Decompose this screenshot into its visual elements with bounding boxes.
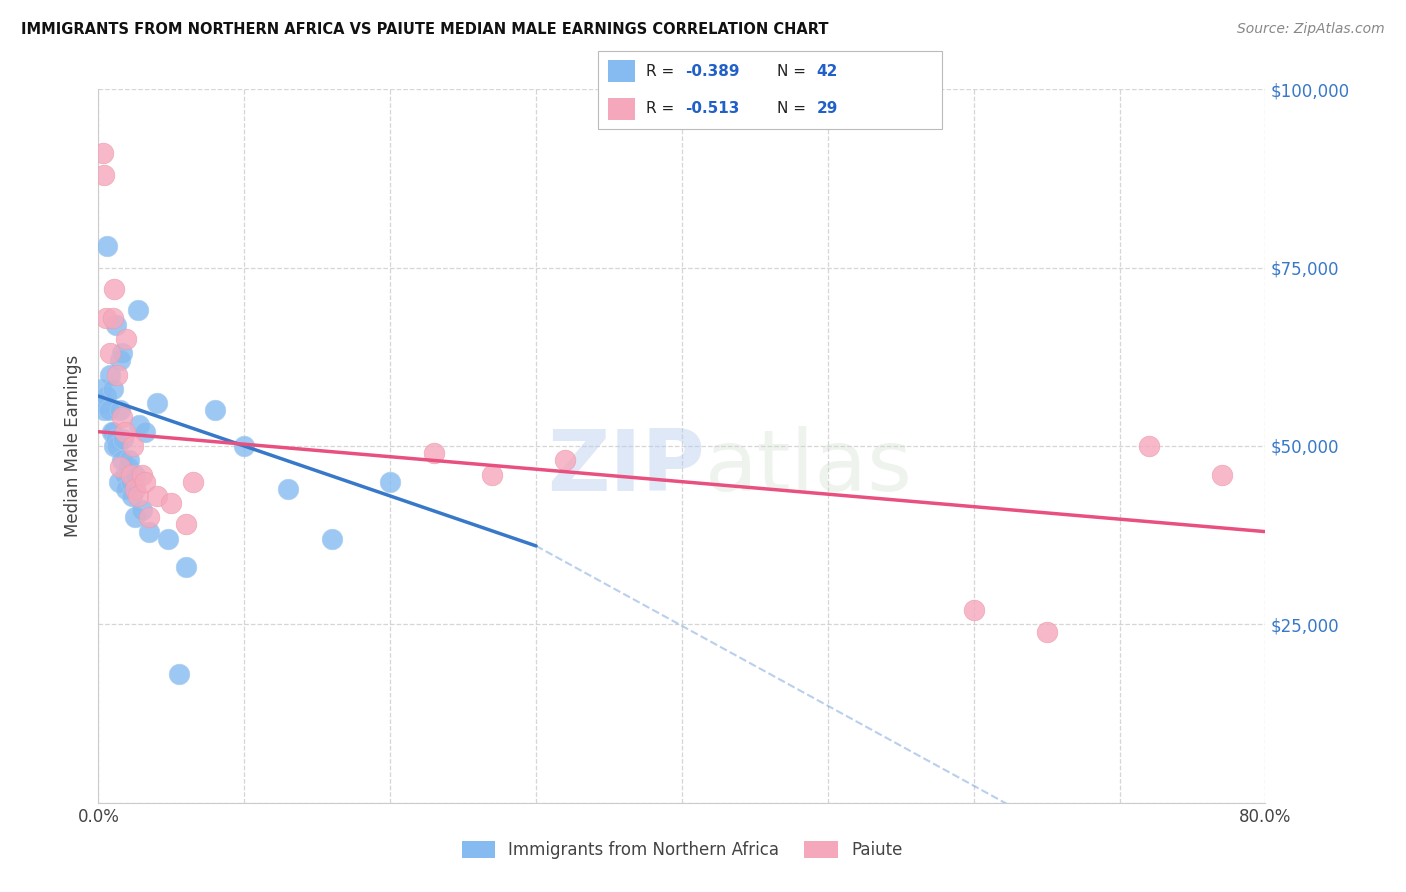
Point [124,482,146,496]
Point [233,439,256,453]
Point [101,425,124,439]
Point [1137,439,1160,453]
Point [97,403,120,417]
Point [90,382,112,396]
Point [157,532,180,546]
Point [93,168,115,182]
Point [1211,467,1233,482]
Text: -0.389: -0.389 [685,63,740,78]
Text: 29: 29 [817,102,838,117]
Point [380,475,402,489]
Y-axis label: Median Male Earnings: Median Male Earnings [65,355,83,537]
Point [111,410,134,425]
Point [481,467,503,482]
Text: 42: 42 [817,63,838,78]
Point [111,453,134,467]
Legend: Immigrants from Northern Africa, Paiute: Immigrants from Northern Africa, Paiute [456,834,908,866]
Point [94,389,117,403]
Point [96,239,118,253]
Point [124,510,146,524]
Point [103,282,125,296]
Text: atlas: atlas [706,425,914,509]
Point [112,432,135,446]
Point [131,467,153,482]
Point [134,475,156,489]
Point [174,517,197,532]
Point [111,346,134,360]
FancyBboxPatch shape [598,51,942,129]
Point [104,318,127,332]
Point [105,368,128,382]
Point [121,489,143,503]
Point [108,475,131,489]
Point [93,403,115,417]
Text: -0.513: -0.513 [685,102,740,117]
Point [91,146,114,161]
Point [962,603,984,617]
Point [118,453,141,467]
Point [554,453,576,467]
Point [138,524,160,539]
Point [277,482,299,496]
Point [127,489,149,503]
Point [134,425,156,439]
Point [146,489,169,503]
Point [160,496,183,510]
Point [117,460,139,475]
Point [105,439,128,453]
Text: N =: N = [776,102,810,117]
Point [91,396,114,410]
Point [120,467,142,482]
Point [114,467,136,482]
Point [120,475,142,489]
Text: Source: ZipAtlas.com: Source: ZipAtlas.com [1237,22,1385,37]
Point [101,310,124,325]
Point [128,417,150,432]
Point [1035,624,1057,639]
Point [110,353,132,368]
FancyBboxPatch shape [607,61,636,82]
Point [104,432,127,446]
Point [423,446,446,460]
Text: ZIP: ZIP [547,425,706,509]
Text: N =: N = [776,63,810,78]
Text: IMMIGRANTS FROM NORTHERN AFRICA VS PAIUTE MEDIAN MALE EARNINGS CORRELATION CHART: IMMIGRANTS FROM NORTHERN AFRICA VS PAIUT… [21,22,828,37]
Point [115,332,138,346]
Text: R =: R = [645,63,679,78]
Point [110,403,132,417]
Text: R =: R = [645,102,683,117]
Point [167,667,190,681]
Point [110,460,132,475]
Point [122,439,145,453]
Point [94,310,117,325]
Point [138,510,160,524]
Point [204,403,226,417]
Point [174,560,197,574]
FancyBboxPatch shape [607,98,636,120]
Point [321,532,343,546]
Point [103,439,125,453]
Point [131,503,153,517]
Point [98,346,121,360]
Point [124,467,146,482]
Point [101,382,124,396]
Point [98,368,121,382]
Point [181,475,204,489]
Point [146,396,169,410]
Point [100,425,122,439]
Point [114,425,136,439]
Point [127,303,149,318]
Point [115,482,138,496]
